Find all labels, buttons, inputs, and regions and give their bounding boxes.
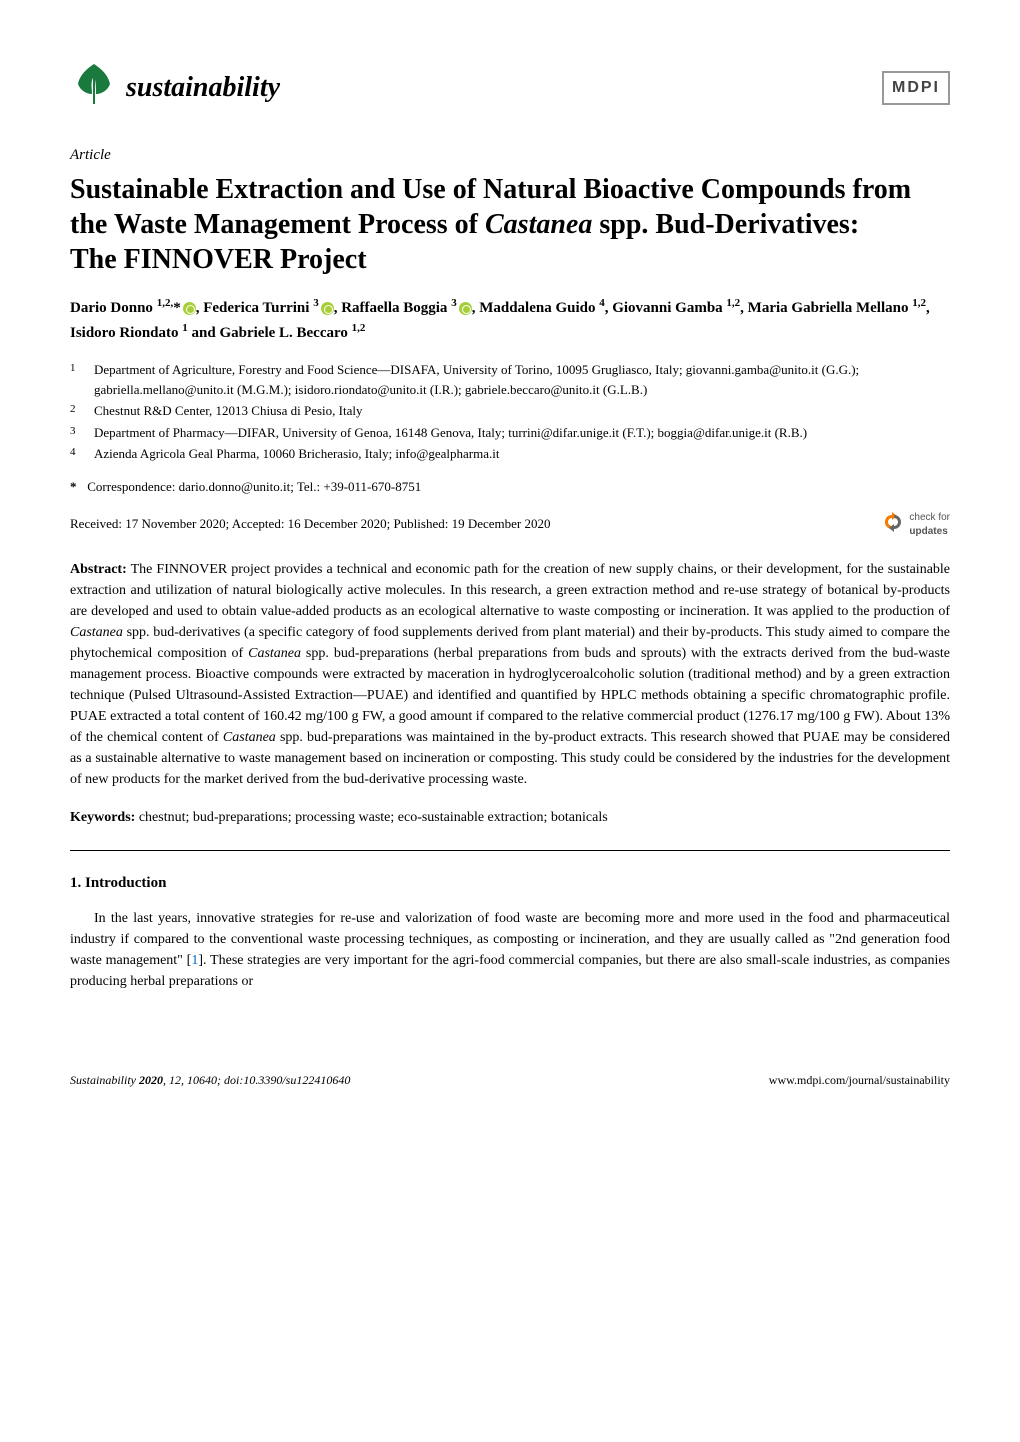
check-updates-badge[interactable]: check for updates	[881, 510, 950, 539]
citation-link[interactable]: 1	[191, 953, 198, 968]
affiliation-item: 3 Department of Pharmacy—DIFAR, Universit…	[70, 423, 950, 443]
section-heading-introduction: 1. Introduction	[70, 873, 950, 894]
affiliations-list: 1 Department of Agriculture, Forestry and…	[70, 360, 950, 464]
affiliation-item: 4 Azienda Agricola Geal Pharma, 10060 Bri…	[70, 444, 950, 464]
abstract-label: Abstract:	[70, 562, 127, 577]
affiliation-number: 4	[70, 444, 84, 464]
check-updates-text: check for updates	[909, 511, 950, 539]
affiliation-text: Chestnut R&D Center, 12013 Chiusa di Pes…	[94, 401, 363, 421]
affiliation-item: 1 Department of Agriculture, Forestry and…	[70, 360, 950, 399]
received-row: Received: 17 November 2020; Accepted: 16…	[70, 510, 950, 539]
orcid-icon	[321, 302, 334, 315]
affiliation-item: 2 Chestnut R&D Center, 12013 Chiusa di Pe…	[70, 401, 950, 421]
leaf-icon	[70, 60, 118, 115]
correspondence-text: Correspondence: dario.donno@unito.it; Te…	[87, 479, 421, 494]
journal-name: sustainability	[126, 68, 280, 107]
article-title: Sustainable Extraction and Use of Natura…	[70, 172, 950, 277]
correspondence-star: *	[70, 478, 84, 496]
affiliation-number: 3	[70, 423, 84, 443]
journal-logo: sustainability	[70, 60, 280, 115]
orcid-icon	[183, 302, 196, 315]
footer-journal-ref: Sustainability 2020, 12, 10640; doi:10.3…	[70, 1072, 350, 1089]
orcid-icon	[459, 302, 472, 315]
header-row: sustainability MDPI	[70, 60, 950, 115]
keywords-label: Keywords:	[70, 810, 135, 825]
abstract-text: The FINNOVER project provides a technica…	[70, 562, 950, 787]
divider	[70, 850, 950, 851]
correspondence: * Correspondence: dario.donno@unito.it; …	[70, 478, 950, 496]
affiliation-number: 1	[70, 360, 84, 399]
affiliation-number: 2	[70, 401, 84, 421]
footer-url: www.mdpi.com/journal/sustainability	[769, 1072, 950, 1089]
mdpi-logo: MDPI	[882, 71, 950, 105]
authors-list: Dario Donno 1,2,*, Federica Turrini 3, R…	[70, 295, 950, 344]
received-text: Received: 17 November 2020; Accepted: 16…	[70, 515, 551, 533]
keywords-text: chestnut; bud-preparations; processing w…	[139, 810, 608, 825]
introduction-paragraph: In the last years, innovative strategies…	[70, 908, 950, 992]
abstract: Abstract: The FINNOVER project provides …	[70, 559, 950, 790]
keywords: Keywords: chestnut; bud-preparations; pr…	[70, 808, 950, 828]
check-updates-icon	[881, 510, 905, 539]
article-type: Article	[70, 145, 950, 166]
affiliation-text: Department of Pharmacy—DIFAR, University…	[94, 423, 807, 443]
affiliation-text: Azienda Agricola Geal Pharma, 10060 Bric…	[94, 444, 499, 464]
footer: Sustainability 2020, 12, 10640; doi:10.3…	[70, 1072, 950, 1089]
affiliation-text: Department of Agriculture, Forestry and …	[94, 360, 950, 399]
